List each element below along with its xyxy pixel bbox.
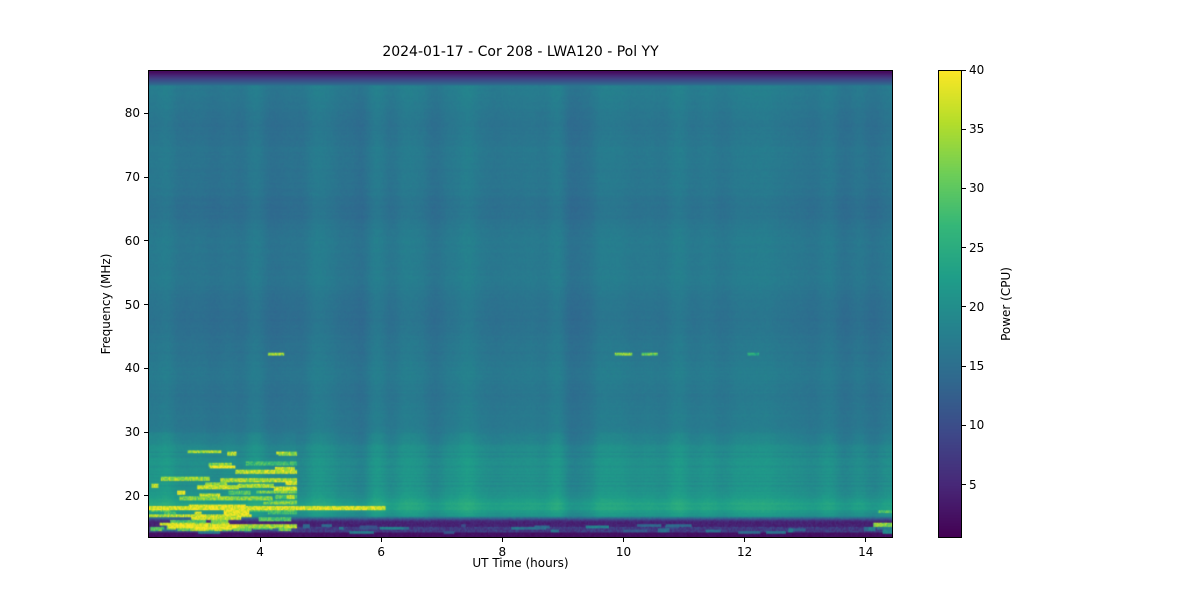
x-tick-mark — [744, 538, 746, 542]
x-tick-label: 4 — [256, 545, 264, 559]
x-tick-label: 8 — [498, 545, 507, 559]
y-tick-label: 80 — [124, 106, 140, 121]
colorbar-tick-mark — [962, 306, 966, 308]
x-tick-mark — [865, 538, 867, 542]
y-tick-mark — [144, 431, 148, 433]
colorbar-tick-mark — [962, 424, 966, 426]
y-tick-label: 40 — [124, 361, 140, 376]
y-tick-mark — [144, 112, 148, 114]
chart-title: 2024-01-17 - Cor 208 - LWA120 - Pol YY — [382, 44, 659, 60]
colorbar-gradient — [938, 70, 962, 538]
spectrogram-plot — [148, 70, 893, 538]
x-tick-label: 14 — [858, 545, 874, 559]
colorbar-tick-mark — [962, 187, 966, 189]
colorbar-tick-mark — [962, 247, 966, 249]
y-tick-label: 20 — [124, 488, 140, 503]
y-tick-label: 50 — [124, 297, 140, 312]
y-tick-label: 60 — [124, 233, 140, 248]
colorbar-tick-label: 10 — [969, 418, 985, 433]
x-tick-label: 12 — [736, 545, 753, 559]
x-tick-label: 10 — [615, 545, 632, 559]
colorbar-tick-label: 15 — [969, 359, 985, 374]
y-tick-label: 30 — [124, 425, 140, 440]
y-tick-mark — [144, 495, 148, 497]
y-tick-mark — [144, 304, 148, 306]
colorbar-tick-mark — [962, 484, 966, 486]
colorbar-tick-label: 25 — [969, 240, 985, 255]
x-axis-label: UT Time (hours) — [472, 556, 569, 570]
y-tick-label: 70 — [124, 170, 140, 185]
colorbar-tick-mark — [962, 365, 966, 367]
x-tick-label: 6 — [377, 545, 385, 559]
y-tick-mark — [144, 240, 148, 242]
colorbar-tick-label: 20 — [969, 299, 985, 314]
y-tick-mark — [144, 176, 148, 178]
x-tick-mark — [259, 538, 261, 542]
colorbar-tick-label: 40 — [969, 63, 985, 77]
x-tick-mark — [622, 538, 624, 542]
colorbar-tick-label: 5 — [969, 477, 977, 492]
x-tick-mark — [380, 538, 382, 542]
y-tick-mark — [144, 367, 148, 369]
x-tick-mark — [501, 538, 503, 542]
colorbar-label: Power (CPU) — [999, 267, 1013, 341]
colorbar-tick-mark — [962, 128, 966, 130]
colorbar-tick-label: 30 — [969, 181, 985, 196]
colorbar-tick-mark — [962, 69, 966, 71]
colorbar-tick-label: 35 — [969, 122, 985, 137]
